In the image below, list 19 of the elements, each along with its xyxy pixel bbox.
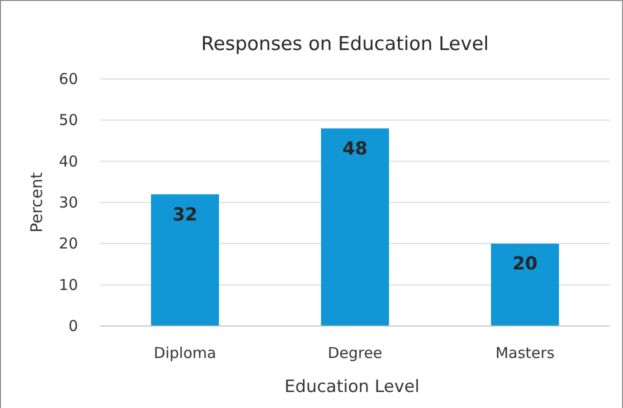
data-label: 48 <box>342 138 368 160</box>
y-axis-title: Percent <box>27 172 46 233</box>
y-tick-label: 20 <box>58 234 78 253</box>
chart-title: Responses on Education Level <box>201 33 489 55</box>
bar <box>151 194 219 326</box>
data-label: 32 <box>172 204 198 226</box>
x-axis-title: Education Level <box>284 377 420 397</box>
x-tick-label: Degree <box>328 344 382 362</box>
x-tick-label: Diploma <box>154 344 216 362</box>
y-tick-label: 0 <box>68 317 78 335</box>
x-tick-label: Masters <box>495 344 555 362</box>
y-tick-label: 10 <box>58 276 78 294</box>
y-tick-label: 40 <box>58 152 78 170</box>
y-tick-label: 60 <box>58 70 78 88</box>
bar <box>321 128 389 326</box>
y-tick-label: 50 <box>58 111 78 130</box>
data-label: 20 <box>512 254 538 275</box>
y-tick-label: 30 <box>58 194 78 212</box>
bar <box>491 244 559 326</box>
